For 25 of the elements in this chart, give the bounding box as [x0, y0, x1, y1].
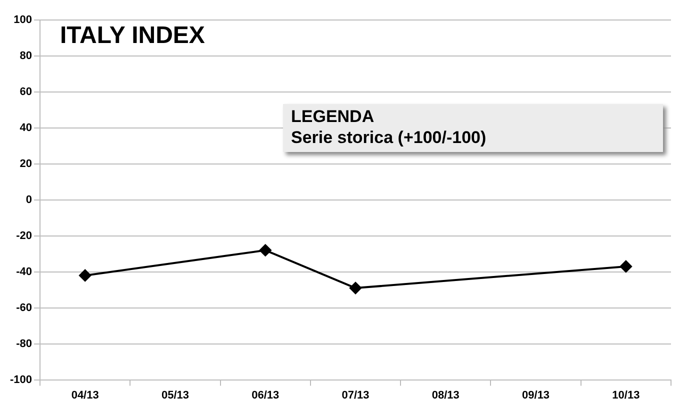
y-tick-label: 0 — [26, 194, 32, 206]
y-tick-label: -80 — [16, 338, 32, 350]
y-tick-label: 40 — [20, 122, 32, 134]
point — [350, 282, 362, 294]
x-tick-label: 10/13 — [612, 389, 640, 402]
point — [620, 260, 632, 272]
legend-title: LEGENDA — [291, 106, 376, 127]
y-tick-label: 80 — [20, 50, 32, 62]
y-tick-label: -100 — [10, 374, 32, 386]
y-tick-label: 60 — [20, 86, 32, 98]
x-tick-label: 05/13 — [161, 389, 189, 402]
x-tick-label: 06/13 — [252, 389, 280, 402]
point — [259, 244, 272, 256]
y-tick-label: -40 — [16, 266, 32, 278]
y-tick-label: 20 — [20, 158, 32, 170]
chart-title: ITALY INDEX — [60, 22, 205, 50]
y-tick-label: -60 — [16, 302, 32, 314]
x-tick-label: 09/13 — [522, 389, 550, 402]
y-tick-label: 100 — [14, 14, 32, 26]
legend-panel: LEGENDA Serie storica (+100/-100) — [283, 104, 663, 152]
y-tick-label: -20 — [16, 230, 32, 242]
x-tick-label: 07/13 — [342, 389, 370, 402]
x-tick-label: 08/13 — [432, 389, 460, 402]
point — [79, 269, 92, 282]
x-tick-label: 04/13 — [71, 389, 99, 402]
